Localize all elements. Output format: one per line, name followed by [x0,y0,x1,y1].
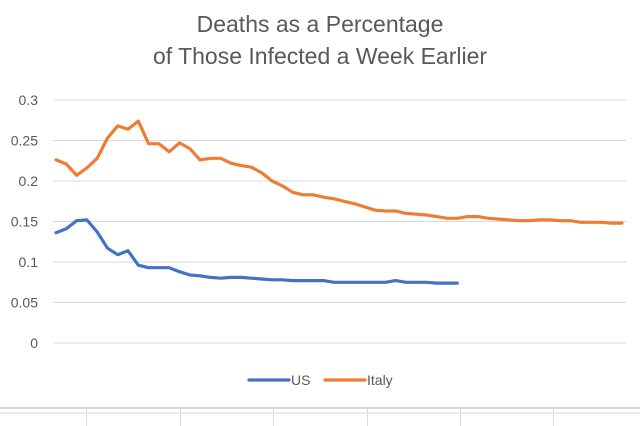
series-lines [56,121,622,283]
y-tick-label: 0.3 [19,92,39,108]
legend: US Italy [249,372,393,388]
legend-label: US [291,372,310,388]
sheet-column-separator [180,409,181,426]
sheet-row-line [0,412,640,414]
y-tick-label: 0.2 [19,173,39,189]
y-tick-label: 0.05 [11,295,38,311]
legend-label: Italy [367,372,393,388]
y-tick-label: 0.15 [11,214,38,230]
legend-item-italy: Italy [325,372,393,388]
y-tick-label: 0 [30,335,38,351]
spreadsheet-grid [0,407,640,426]
y-tick-label: 0.25 [11,133,38,149]
sheet-column-separator [367,409,368,426]
series-line-us [56,220,457,283]
sheet-column-separator [86,409,87,426]
legend-item-us: US [249,372,310,388]
sheet-column-separator [273,409,274,426]
sheet-column-separator [553,409,554,426]
sheet-column-separator [460,409,461,426]
series-line-italy [56,121,622,223]
y-tick-label: 0.1 [19,254,39,270]
y-axis-ticks: 0 0.05 0.1 0.15 0.2 0.25 0.3 [11,92,38,351]
